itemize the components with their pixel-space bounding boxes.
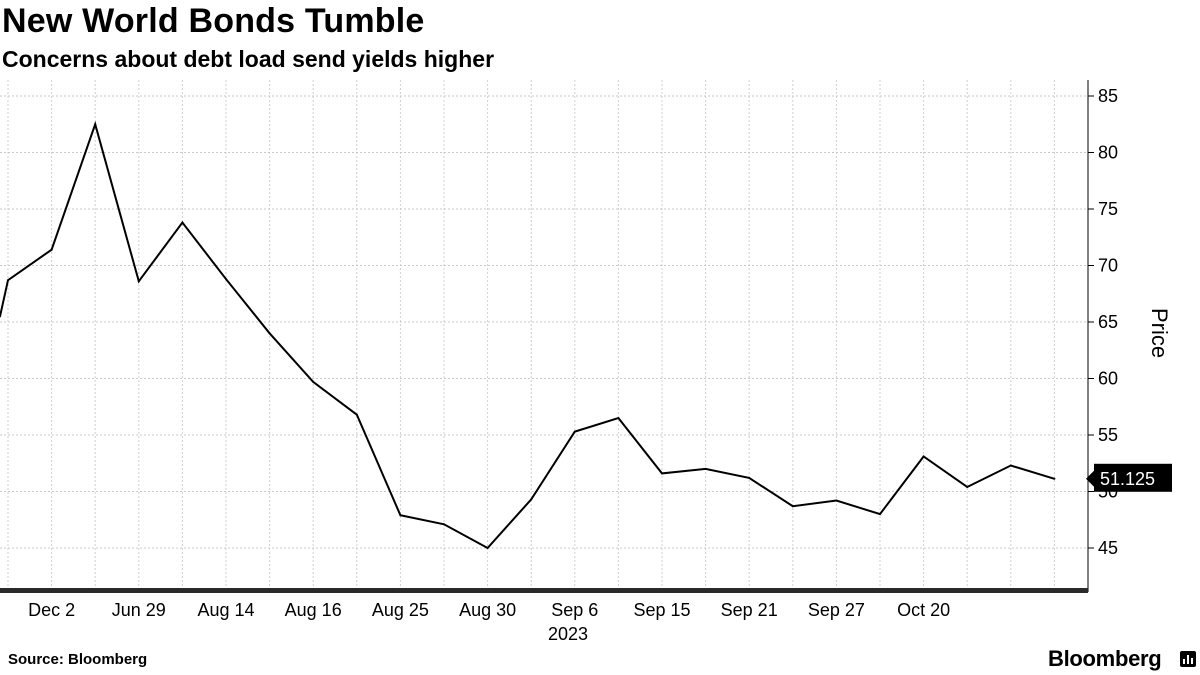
data-point (922, 455, 925, 458)
y-tick-label: 55 (1098, 425, 1118, 445)
x-tick-label: Sep 15 (633, 600, 690, 620)
data-point (7, 279, 9, 282)
chart-title: New World Bonds Tumble (2, 2, 425, 40)
y-axis-label: Price (1147, 308, 1172, 359)
y-tick-label: 70 (1098, 256, 1118, 276)
data-point (268, 332, 271, 335)
series-line (0, 120, 1055, 550)
x-axis-ticks: Dec 2 Jun 29 Aug 14 Aug 16 Aug 25 Aug 30 Sep 6… (28, 600, 950, 620)
data-point (94, 123, 97, 126)
last-value-text: 51.125 (1100, 469, 1155, 489)
data-point (225, 278, 227, 281)
y-tick-label: 85 (1098, 86, 1118, 106)
x-tick-label: Aug 30 (459, 600, 516, 620)
last-value-pointer (1086, 469, 1095, 488)
chart-subtitle: Concerns about debt load send yields hig… (2, 46, 495, 72)
data-point (704, 467, 707, 470)
bloomberg-terminal-icon (1180, 651, 1196, 667)
data-point (966, 485, 969, 488)
data-point (617, 417, 620, 420)
data-point (355, 413, 358, 416)
data-point (312, 380, 315, 383)
x-tick-label: Sep 27 (808, 600, 865, 620)
x-tick-label: Aug 16 (285, 600, 342, 620)
data-point (879, 513, 881, 516)
x-tick-label: Aug 14 (197, 600, 254, 620)
source-note: Source: Bloomberg (8, 651, 148, 668)
data-point (399, 514, 402, 517)
data-point (530, 498, 533, 501)
data-point (137, 280, 140, 283)
data-point (1009, 464, 1012, 467)
data-point (661, 472, 663, 475)
x-tick-label: Sep 21 (721, 600, 778, 620)
y-tick-label: 65 (1098, 312, 1118, 332)
data-point (835, 499, 838, 502)
last-value-background (1094, 463, 1172, 492)
x-axis-band (0, 588, 1088, 593)
data-point (0, 315, 1, 318)
y-tick-label: 75 (1098, 199, 1118, 219)
data-point (573, 430, 576, 433)
x-tick-label: Jun 29 (112, 600, 166, 620)
data-point (443, 523, 445, 526)
x-tick-label: Dec 2 (28, 600, 75, 620)
x-axis-year-label: 2023 (548, 624, 588, 644)
data-point (791, 505, 794, 508)
series-points (0, 123, 1056, 549)
y-tick-label: 80 (1098, 143, 1118, 163)
y-tick-label: 45 (1098, 538, 1118, 558)
vertical-gridlines (7, 80, 1055, 588)
data-point (1053, 477, 1056, 480)
data-point (748, 476, 751, 479)
x-tick-label: Sep 6 (551, 600, 598, 620)
last-value-label: 51.125 (1086, 463, 1172, 492)
data-point (486, 547, 489, 549)
x-tick-label: Oct 20 (897, 600, 950, 620)
data-point (181, 221, 184, 224)
data-point (50, 248, 53, 251)
y-tick-label: 60 (1098, 369, 1118, 389)
horizontal-gridlines (0, 95, 1088, 549)
bloomberg-logo: Bloomberg (1048, 646, 1162, 671)
x-tick-label: Aug 25 (372, 600, 429, 620)
